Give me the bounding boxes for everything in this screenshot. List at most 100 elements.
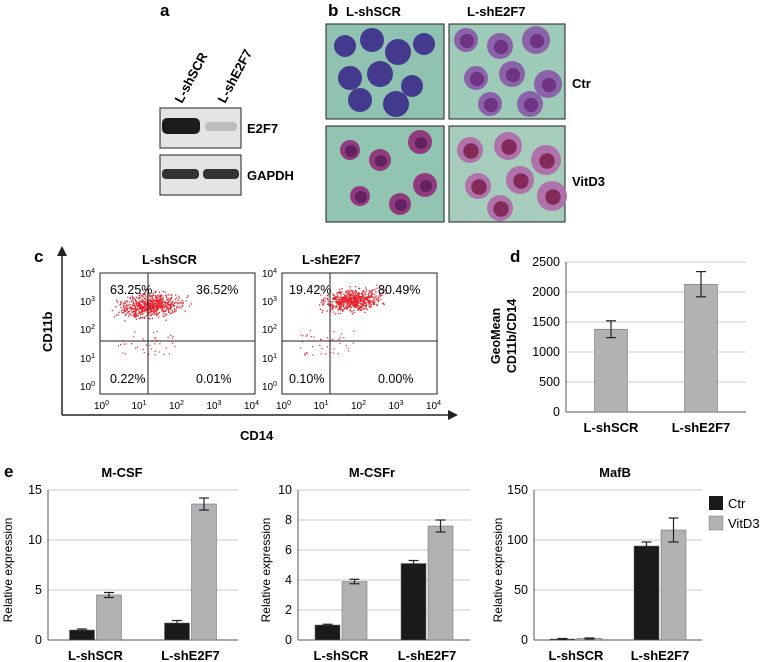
flow-x-tick-label: 100 (276, 400, 291, 412)
flow-event-dot (143, 307, 145, 310)
flow-event-dot (353, 306, 355, 309)
flow-event-dot (371, 295, 373, 298)
flow-event-dot (173, 302, 175, 304)
flow-y-tick-exponent: 2 (273, 324, 277, 331)
flow-event-dot (139, 304, 142, 306)
flow-y-tick-exponent: 1 (273, 353, 277, 360)
flow-event-dot (355, 300, 357, 302)
flow-y-tick-label: 102 (262, 324, 277, 336)
flow-event-dot (167, 306, 169, 308)
flow-y-label: CD11b (40, 311, 55, 352)
flow-event-dot (357, 297, 359, 299)
flow-event-dot (319, 304, 321, 306)
flow-event-dot (130, 314, 132, 316)
flow-event-dot (164, 311, 166, 313)
flow-event-dot (158, 306, 160, 308)
flow-x-tick-exponent: 4 (437, 400, 441, 407)
x-category-label: L-shE2F7 (398, 648, 457, 662)
flow-event-dot (170, 297, 172, 300)
flow-event-dot (182, 302, 184, 304)
flow-event-dot (351, 290, 353, 292)
flow-event-dot (381, 289, 383, 291)
flow-event-dot (137, 303, 139, 305)
flow-event-dot (131, 311, 133, 313)
quadrant-ul-shscr: 63.25% (110, 283, 152, 297)
flow-event-dot (345, 307, 348, 310)
x-category-label: L-shE2F7 (631, 648, 690, 662)
flow-event-dot (143, 304, 145, 306)
flow-event-dot (358, 300, 360, 302)
chart-e2-plot: 0 2 4 6 8 10 L-shSCR L-shE2F7 (278, 483, 470, 662)
flow-event-dot (144, 300, 147, 302)
flow-event-dot (144, 297, 146, 300)
flow-event-dot (130, 306, 132, 308)
flow-event-dot (141, 306, 143, 309)
flow-event-dot (354, 304, 356, 307)
flow-event-dot (136, 315, 138, 317)
flow-event-dot (150, 312, 152, 314)
flow-event-dot (355, 301, 357, 303)
flow-event-dot (157, 313, 160, 315)
flow-event-dot (165, 319, 167, 321)
flow-event-dot (347, 306, 349, 309)
flow-event-dot (149, 310, 152, 313)
flow-event-dot (156, 309, 158, 311)
flow-event-dot (149, 304, 151, 306)
flow-event-dot (132, 298, 134, 300)
flow-event-dot (357, 299, 359, 302)
flow-event-dot (355, 294, 358, 297)
flow-event-dot (161, 302, 163, 304)
flow-event-dot (337, 291, 339, 294)
flow-event-dot (372, 297, 375, 299)
flow-event-dot (164, 303, 166, 305)
flow-event-dot (175, 310, 177, 312)
flow-event-dot (370, 301, 372, 303)
legend-swatch-vitd3 (708, 515, 724, 531)
flow-event-dot (322, 298, 325, 300)
flow-event-dot (142, 308, 144, 310)
flow-event-dot (335, 296, 338, 298)
flow-event-dot (157, 301, 159, 303)
flow-event-dot (139, 297, 142, 299)
flow-event-dot (165, 305, 167, 307)
y-tick-label: 0 (521, 633, 528, 647)
flow-event-dot (124, 310, 126, 313)
flow-event-dot (367, 301, 370, 303)
flow-event-dot (363, 298, 365, 300)
flow-event-dot (152, 302, 154, 304)
flow-event-dot (162, 312, 164, 314)
flow-event-dot (143, 316, 145, 318)
flow-event-dot (345, 296, 347, 298)
flow-event-dot (335, 306, 337, 308)
flow-x-tick-exponent: 1 (325, 400, 329, 407)
flow-event-dot (340, 333, 342, 335)
flow-event-dot (340, 298, 342, 300)
flow-event-dot (138, 313, 140, 315)
flow-y-tick-exponent: 4 (273, 268, 277, 275)
flow-event-dot (168, 353, 170, 355)
flow-event-dot (190, 303, 192, 305)
flow-x-arrow (448, 410, 458, 420)
flow-event-dot (339, 312, 342, 315)
flow-event-dot (345, 290, 347, 292)
flow-event-dot (144, 310, 146, 312)
flow-event-dot (133, 314, 136, 316)
flow-event-dot (128, 310, 131, 313)
flow-event-dot (176, 297, 178, 299)
flow-event-dot (347, 289, 349, 292)
flow-event-dot (132, 315, 134, 317)
flow-y-tick-label: 101 (262, 353, 277, 365)
flow-event-dot (350, 306, 352, 309)
flow-event-dot (158, 305, 160, 307)
bar-vitd3 (96, 594, 122, 641)
flow-event-dot (341, 302, 343, 304)
flow-y-arrow (57, 246, 67, 256)
flow-event-dot (309, 330, 311, 332)
flow-event-dot (346, 295, 348, 297)
flow-event-dot (372, 301, 374, 303)
flow-event-dot (347, 296, 349, 298)
flow-event-dot (163, 300, 166, 303)
flow-event-dot (353, 309, 355, 311)
flow-event-dot (337, 302, 340, 304)
flow-event-dot (348, 303, 350, 305)
